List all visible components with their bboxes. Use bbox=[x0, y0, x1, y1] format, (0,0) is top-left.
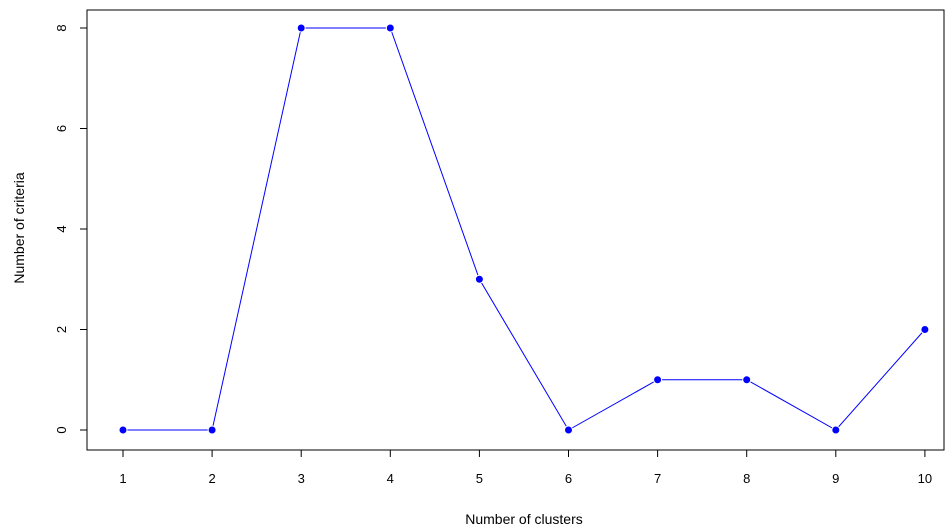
data-point bbox=[296, 23, 306, 33]
data-point bbox=[564, 425, 573, 435]
data-point bbox=[385, 23, 395, 33]
x-tick-label: 5 bbox=[476, 471, 483, 486]
x-tick-label: 4 bbox=[387, 471, 394, 486]
data-point bbox=[474, 274, 484, 284]
x-axis: 1 2 3 4 5 6 7 8 9 10 bbox=[119, 449, 932, 486]
plot-frame bbox=[86, 9, 945, 451]
y-tick-label: 2 bbox=[54, 326, 69, 333]
x-tick-label: 8 bbox=[743, 471, 750, 486]
series-layer bbox=[118, 23, 930, 435]
x-tick-label: 3 bbox=[298, 471, 305, 486]
x-tick-label: 1 bbox=[119, 471, 126, 486]
x-tick-label: 7 bbox=[654, 471, 661, 486]
data-point bbox=[742, 375, 752, 385]
x-tick-label: 6 bbox=[565, 471, 572, 486]
data-point bbox=[831, 425, 841, 435]
data-point bbox=[653, 375, 663, 385]
x-tick-label: 10 bbox=[918, 471, 932, 486]
y-tick-label: 8 bbox=[54, 24, 69, 31]
data-point bbox=[920, 325, 930, 334]
data-point bbox=[118, 425, 128, 435]
series-line bbox=[123, 27, 926, 431]
y-tick-label: 4 bbox=[54, 225, 69, 232]
y-axis: 0 2 4 6 8 bbox=[54, 24, 88, 434]
y-tick-label: 6 bbox=[54, 125, 69, 132]
y-tick-label: 0 bbox=[54, 426, 69, 433]
x-tick-label: 9 bbox=[832, 471, 839, 486]
y-axis-title: Number of criteria bbox=[11, 172, 27, 283]
data-point bbox=[207, 425, 217, 435]
x-axis-title: Number of clusters bbox=[465, 511, 582, 527]
x-tick-label: 2 bbox=[208, 471, 215, 486]
